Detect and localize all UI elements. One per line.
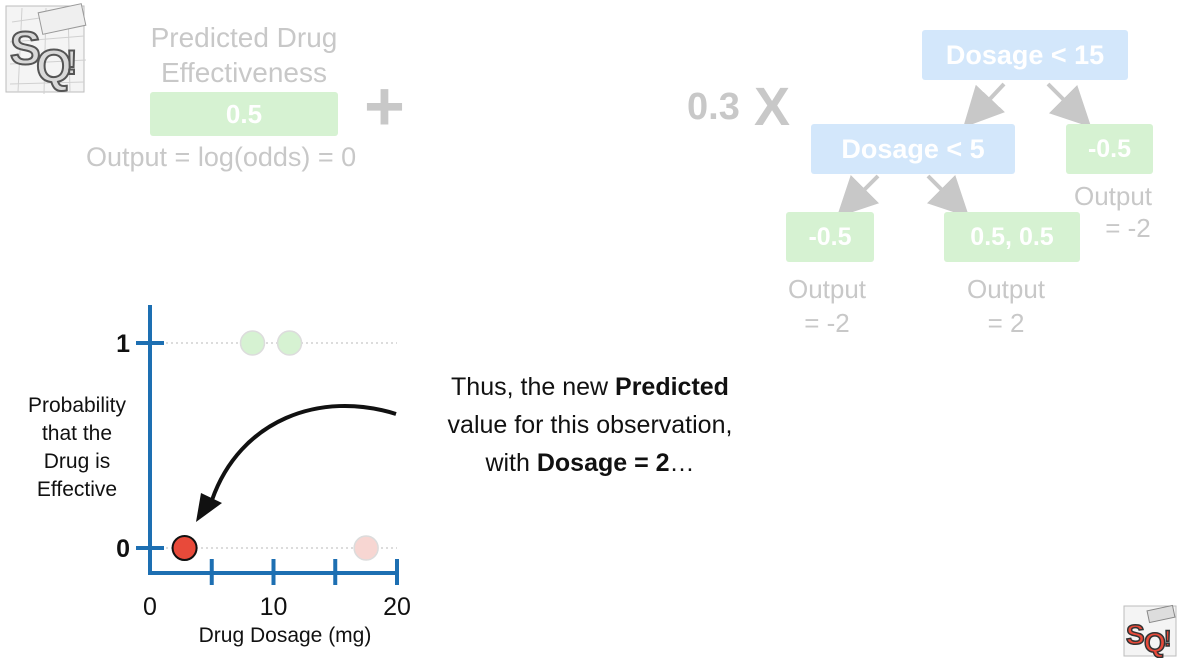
leaf-middle: 0.5, 0.5 [944,212,1080,262]
leaf-right-output: Output = -2 [1058,180,1168,244]
y-tick-label-1: 1 [116,330,130,358]
title-line-1: Predicted Drug [150,22,338,53]
narration-line-3-text: with [485,449,537,477]
initial-output-label: Output = log(odds) = 0 [86,142,357,172]
svg-text:S: S [1126,619,1145,650]
leaf-left-output: Output = -2 [770,272,884,340]
narration-line-3: with Dosage = 2… [400,444,780,482]
data-point-1 [239,330,266,356]
predicted-drug-effectiveness-title: Predicted Drug Effectiveness [110,20,378,90]
data-point-2 [276,330,303,356]
y-axis-label-line1: Probability [27,394,127,417]
y-axis-label-line2: that the [41,422,113,445]
y-tick-label-0: 0 [116,535,130,563]
y-axis-label-line3: Drug is [43,450,111,473]
x-tick-label-10: 10 [260,593,288,621]
narration-line-1-text: Thus, the new [451,373,616,401]
statquest-logo-bottom-right: S Q ! [1123,604,1177,658]
leaf-middle-output-line2: = 2 [987,308,1025,338]
y-axis-label-line4: Effective [36,478,118,501]
times-sign: X [754,77,791,137]
x-tick-label-0: 0 [143,593,157,621]
leaf-middle-output: Output = 2 [950,272,1062,340]
initial-prediction-value: 0.5 [225,98,263,129]
svg-text:S: S [10,22,41,74]
leaf-right-value: -0.5 [1087,134,1132,163]
leaf-left-output-line2: = -2 [804,308,850,338]
statquest-logo-top-left: S Q ! [5,3,87,95]
leaf-middle-output-line1: Output [966,274,1046,304]
narration-line-2: value for this observation, [447,411,733,439]
data-point-4 [353,535,379,561]
leaf-middle-value: 0.5, 0.5 [970,222,1054,251]
leaf-right: -0.5 [1066,124,1153,174]
svg-text:Q: Q [1144,627,1166,658]
svg-text:Q: Q [36,40,72,92]
narration-line-3-ellipsis: … [669,449,695,477]
tree-inner-label: Dosage < 5 [841,133,985,164]
learning-rate-value: 0.3 [687,86,740,128]
svg-text:!: ! [66,44,77,82]
narration-text: Thus, the new Predicted value for this o… [400,368,780,482]
tree-root-label: Dosage < 15 [945,39,1105,70]
initial-prediction-box: 0.5 [150,92,338,136]
x-tick-label-20: 20 [383,593,411,621]
narration-line-1-bold: Predicted [615,373,729,401]
svg-text:!: ! [1164,626,1171,651]
title-line-2: Effectiveness [160,57,328,88]
leaf-left-value: -0.5 [808,222,852,251]
data-point-3 [171,535,198,561]
leaf-right-output-line1: Output [1073,181,1153,211]
leaf-left-output-line1: Output [787,274,867,304]
leaf-right-output-line2: = -2 [1105,213,1151,243]
tree-inner-node: Dosage < 5 [811,124,1015,174]
narration-line-1: Thus, the new Predicted [400,368,780,406]
plus-sign: + [364,67,405,145]
narration-line-3-bold: Dosage = 2 [536,449,670,477]
tree-root-node: Dosage < 15 [922,30,1128,80]
x-axis-label: Drug Dosage (mg) [198,624,372,647]
y-axis-label: Probability that the Drug is Effective [14,392,140,504]
leaf-left: -0.5 [786,212,874,262]
